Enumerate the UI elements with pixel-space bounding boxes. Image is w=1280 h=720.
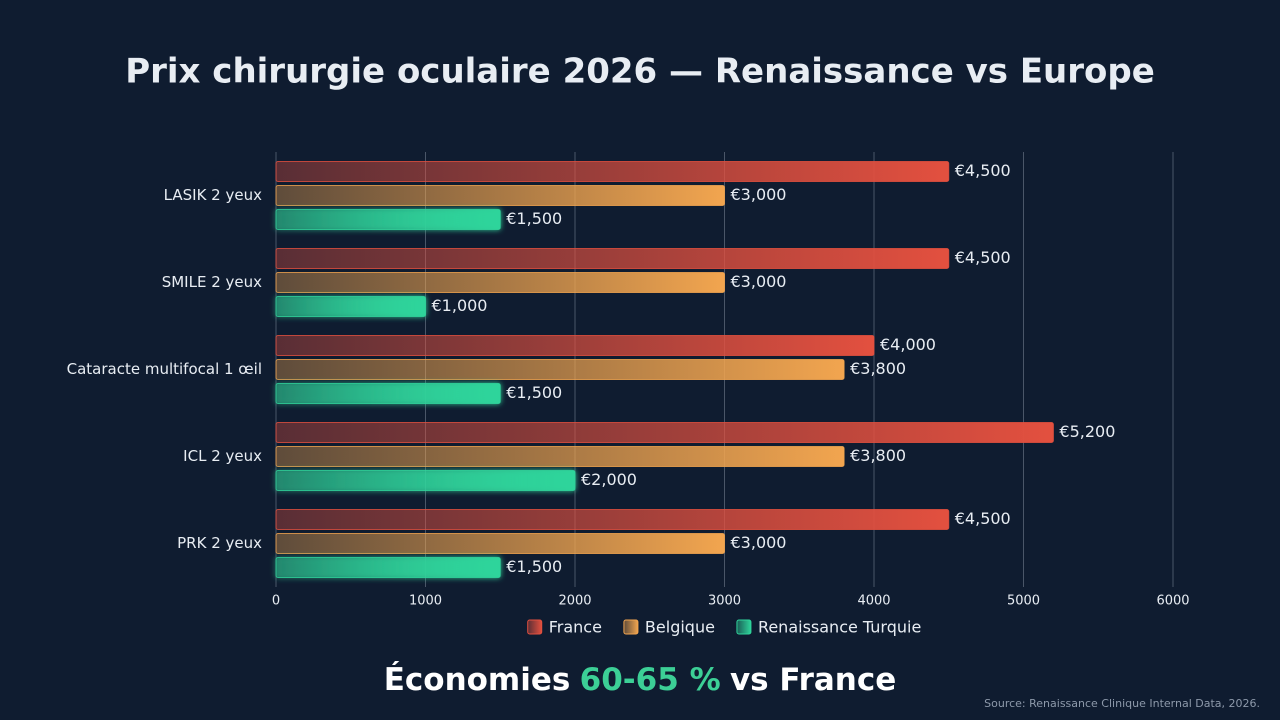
- x-tick-label: 1000: [409, 594, 442, 609]
- bar: [275, 335, 875, 356]
- bar: [275, 209, 501, 230]
- y-tick-label: ICL 2 yeux: [183, 447, 262, 465]
- x-tick-label: 3000: [708, 594, 741, 609]
- bar: [275, 470, 576, 491]
- bar: [275, 185, 725, 206]
- y-tick-label: Cataracte multifocal 1 œil: [67, 360, 262, 378]
- data-label: €1,500: [506, 209, 562, 228]
- legend-label: Renaissance Turquie: [758, 618, 921, 637]
- y-tick-label: LASIK 2 yeux: [164, 186, 262, 204]
- data-label: €1,500: [506, 557, 562, 576]
- x-tick-label: 2000: [558, 594, 591, 609]
- legend-swatch: [527, 619, 543, 635]
- data-label: €3,800: [850, 446, 906, 465]
- data-label: €3,000: [731, 185, 787, 204]
- y-tick-label: PRK 2 yeux: [177, 534, 262, 552]
- data-label: €4,000: [880, 335, 936, 354]
- data-label: €3,000: [731, 272, 787, 291]
- headline: Économies 60-65 % vs France: [0, 662, 1280, 698]
- chart-title: Prix chirurgie oculaire 2026 — Renaissan…: [125, 52, 1155, 92]
- headline-highlight: 60-65 %: [579, 662, 721, 698]
- bar: [275, 533, 725, 554]
- headline-text: Économies: [383, 662, 571, 698]
- data-label: €4,500: [955, 509, 1011, 528]
- y-tick-label: SMILE 2 yeux: [162, 273, 262, 291]
- bar: [275, 248, 950, 269]
- data-label: €3,800: [850, 359, 906, 378]
- data-label: €3,000: [731, 533, 787, 552]
- x-tick-label: 0: [272, 594, 280, 609]
- x-tick-label: 5000: [1007, 594, 1040, 609]
- x-tick-label: 4000: [857, 594, 890, 609]
- bar: [275, 296, 426, 317]
- data-label: €1,000: [432, 296, 488, 315]
- bar: [275, 359, 845, 380]
- x-tick-label: 6000: [1156, 594, 1189, 609]
- bar: [275, 557, 501, 578]
- data-label: €2,000: [581, 470, 637, 489]
- data-label: €4,500: [955, 161, 1011, 180]
- data-label: €4,500: [955, 248, 1011, 267]
- data-label: €5,200: [1059, 422, 1115, 441]
- legend-label: Belgique: [645, 618, 715, 637]
- bar: [275, 272, 725, 293]
- bar: [275, 422, 1054, 443]
- headline-text: vs France: [729, 662, 897, 698]
- bar: [275, 383, 501, 404]
- legend: France Belgique Renaissance Turquie: [527, 618, 921, 637]
- legend-label: France: [549, 618, 602, 637]
- data-label: €1,500: [506, 383, 562, 402]
- bar: [275, 509, 950, 530]
- legend-swatch: [623, 619, 639, 635]
- bar: [275, 446, 845, 467]
- bar: [275, 161, 950, 182]
- source-note: Source: Renaissance Clinique Internal Da…: [984, 697, 1260, 710]
- legend-swatch: [736, 619, 752, 635]
